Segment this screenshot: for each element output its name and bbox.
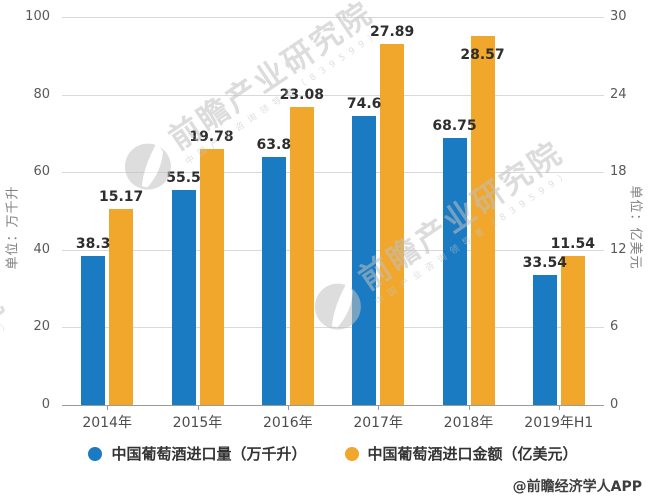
gridline	[62, 327, 604, 329]
credit-text: @前瞻经济学人APP	[512, 479, 642, 495]
legend: 中国葡萄酒进口量（万千升） 中国葡萄酒进口金额（亿美元）	[62, 443, 604, 464]
right-y-tick-label: 30	[610, 9, 627, 24]
value-label-amount-2019年H1: 11.54	[550, 235, 595, 252]
x-axis-tick	[558, 405, 560, 410]
value-label-volume-2014年: 38.3	[75, 236, 111, 253]
right-y-tick-label: 12	[610, 241, 627, 257]
bar-volume-2019年H1	[532, 274, 557, 405]
x-axis-tick	[378, 405, 380, 410]
left-y-tick-label: 80	[33, 86, 50, 102]
bar-volume-2018年	[442, 138, 467, 405]
x-axis-tick	[287, 405, 289, 410]
bar-amount-2014年	[109, 208, 134, 405]
x-axis-tick	[197, 405, 199, 410]
value-label-amount-2017年: 27.89	[370, 24, 415, 41]
right-y-tick-label: 24	[610, 86, 627, 102]
legend-label-amount: 中国葡萄酒进口金额（亿美元）	[367, 445, 578, 463]
value-label-volume-2016年: 63.8	[256, 137, 292, 154]
x-axis-label-2019年H1: 2019年H1	[524, 415, 594, 431]
legend-item-amount[interactable]: 中国葡萄酒进口金额（亿美元）	[344, 443, 578, 464]
x-axis-label-2016年: 2016年	[263, 415, 313, 431]
left-y-tick-label: 20	[33, 319, 50, 335]
bar-volume-2017年	[352, 115, 377, 405]
right-axis-title: 单位：亿美元	[627, 185, 643, 270]
value-label-amount-2015年: 19.78	[189, 129, 234, 146]
left-y-tick-label: 100	[25, 9, 50, 24]
legend-dot-amount-icon	[344, 446, 359, 461]
gridline	[62, 249, 604, 251]
bar-amount-2018年	[470, 35, 495, 405]
right-y-tick-label: 18	[610, 164, 627, 180]
watermark-group: 前瞻产业研究院 中国产业咨询领导者（839599）	[0, 283, 19, 489]
bar-amount-2019年H1	[560, 255, 585, 405]
value-label-amount-2016年: 23.08	[279, 86, 324, 103]
bar-volume-2015年	[171, 189, 196, 405]
value-label-volume-2018年: 68.75	[432, 118, 477, 135]
legend-item-volume[interactable]: 中国葡萄酒进口量（万千升）	[88, 443, 307, 464]
left-y-tick-label: 0	[41, 397, 50, 412]
legend-dot-volume-icon	[88, 446, 103, 461]
left-y-tick-label: 40	[33, 241, 50, 257]
value-label-volume-2019年H1: 33.54	[522, 254, 567, 271]
right-y-tick-label: 6	[610, 319, 619, 335]
right-y-tick-label: 0	[610, 397, 619, 412]
x-axis-label-2018年: 2018年	[443, 415, 494, 431]
gridline	[62, 17, 604, 18]
x-axis-label-2017年: 2017年	[353, 415, 403, 431]
x-axis-label-2015年: 2015年	[172, 415, 223, 431]
gridline	[62, 172, 604, 174]
x-axis-tick	[107, 405, 109, 410]
value-label-volume-2015年: 55.5	[166, 169, 201, 186]
bar-amount-2016年	[289, 106, 314, 405]
watermark-text: 前瞻产业研究院	[0, 283, 12, 447]
bar-volume-2014年	[81, 256, 106, 405]
bar-amount-2015年	[199, 149, 224, 405]
left-y-tick-label: 60	[33, 164, 50, 180]
gridline	[62, 94, 604, 96]
bar-amount-2017年	[380, 44, 405, 405]
legend-label-volume: 中国葡萄酒进口量（万千升）	[111, 445, 307, 463]
value-label-amount-2014年: 15.17	[99, 188, 144, 205]
x-axis-label-2014年: 2014年	[82, 415, 132, 431]
x-axis-tick	[468, 405, 470, 410]
plot-area: 38.3 15.17 2014年 55.5 19.78 2015年 63.8 23.08 201…	[62, 17, 604, 431]
value-label-amount-2018年: 28.57	[460, 47, 505, 64]
bar-volume-2016年	[261, 157, 286, 405]
value-label-volume-2017年: 74.6	[346, 95, 382, 112]
